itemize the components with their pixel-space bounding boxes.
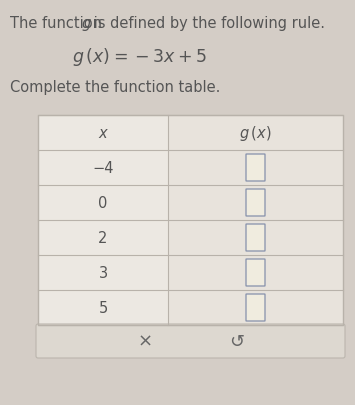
Text: is defined by the following rule.: is defined by the following rule.	[89, 16, 325, 31]
FancyBboxPatch shape	[246, 190, 265, 216]
Text: $g\,(x)$: $g\,(x)$	[239, 124, 272, 143]
Text: The function: The function	[10, 16, 106, 31]
Text: −4: −4	[92, 161, 114, 175]
FancyBboxPatch shape	[246, 294, 265, 321]
FancyBboxPatch shape	[246, 259, 265, 286]
Text: 0: 0	[98, 196, 108, 211]
Text: $g\,(x) = -3x+5$: $g\,(x) = -3x+5$	[72, 46, 207, 68]
Bar	[168, 116, 343, 325]
Text: 5: 5	[98, 300, 108, 315]
Text: x: x	[99, 126, 107, 141]
Text: 3: 3	[98, 265, 108, 280]
Text: ↺: ↺	[229, 332, 244, 350]
Text: ×: ×	[137, 332, 152, 350]
Text: 2: 2	[98, 230, 108, 245]
Bar	[38, 116, 168, 325]
FancyBboxPatch shape	[246, 224, 265, 252]
FancyBboxPatch shape	[36, 324, 345, 358]
Text: Complete the function table.: Complete the function table.	[10, 80, 220, 95]
Text: g: g	[82, 16, 91, 31]
FancyBboxPatch shape	[246, 155, 265, 181]
Bar	[38, 116, 343, 325]
